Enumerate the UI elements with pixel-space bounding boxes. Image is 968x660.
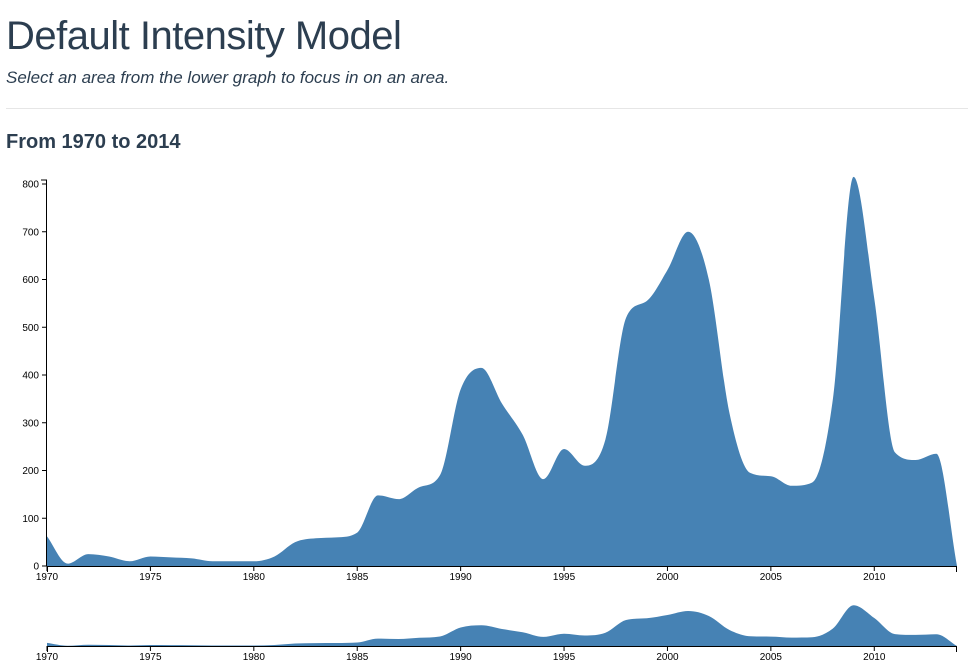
context-x-tick-label: 1990 [450, 652, 473, 660]
focus-x-tick-label: 1990 [450, 572, 473, 583]
focus-chart: 1970 1975 1980 1985 1990 1995 2000 2005 2010 0 100… [22, 176, 957, 583]
context-x-tick-label: 1975 [139, 652, 162, 660]
focus-y-tick-label: 200 [22, 466, 39, 477]
focus-y-tick-label: 300 [22, 418, 39, 429]
context-area-series-0 [47, 605, 957, 646]
context-x-axis: 1970 1975 1980 1985 1990 1995 2000 2005 2010 [36, 646, 957, 660]
focus-y-tick-label: 700 [22, 227, 39, 238]
context-x-tick-label: 1970 [36, 652, 59, 660]
focus-x-tick-label: 1980 [243, 572, 266, 583]
focus-x-tick-label: 1985 [346, 572, 369, 583]
context-x-tick-label: 2000 [656, 652, 679, 660]
focus-x-tick-label: 1970 [36, 572, 59, 583]
focus-x-tick-label: 2000 [656, 572, 679, 583]
focus-y-tick-label: 600 [22, 275, 39, 286]
header-divider [6, 108, 968, 109]
focus-x-axis: 1970 1975 1980 1985 1990 1995 2000 2005 2010 [36, 566, 957, 583]
page-title: Default Intensity Model [6, 14, 402, 58]
context-x-tick-label: 1995 [553, 652, 576, 660]
focus-x-tick-label: 2010 [863, 572, 886, 583]
focus-x-tick-label: 1975 [139, 572, 162, 583]
focus-y-tick-label: 0 [33, 562, 39, 573]
focus-y-tick-label: 400 [22, 371, 39, 382]
context-chart[interactable]: 1970 1975 1980 1985 1990 1995 2000 2005 2010 [36, 605, 957, 660]
context-x-tick-label: 1985 [346, 652, 369, 660]
focus-y-axis: 0 100 200 300 400 500 600 700 800 [22, 179, 47, 573]
focus-y-tick-label: 500 [22, 323, 39, 334]
page-subtitle: Select an area from the lower graph to f… [6, 68, 450, 87]
section-title: From 1970 to 2014 [6, 131, 181, 153]
focus-area-series-0 [47, 176, 957, 566]
context-x-tick-label: 1980 [243, 652, 266, 660]
focus-x-tick-label: 1995 [553, 572, 576, 583]
focus-y-tick-label: 100 [22, 514, 39, 525]
context-x-tick-label: 2010 [863, 652, 886, 660]
focus-x-tick-label: 2005 [760, 572, 783, 583]
focus-y-tick-label: 800 [22, 180, 39, 191]
context-x-tick-label: 2005 [760, 652, 783, 660]
